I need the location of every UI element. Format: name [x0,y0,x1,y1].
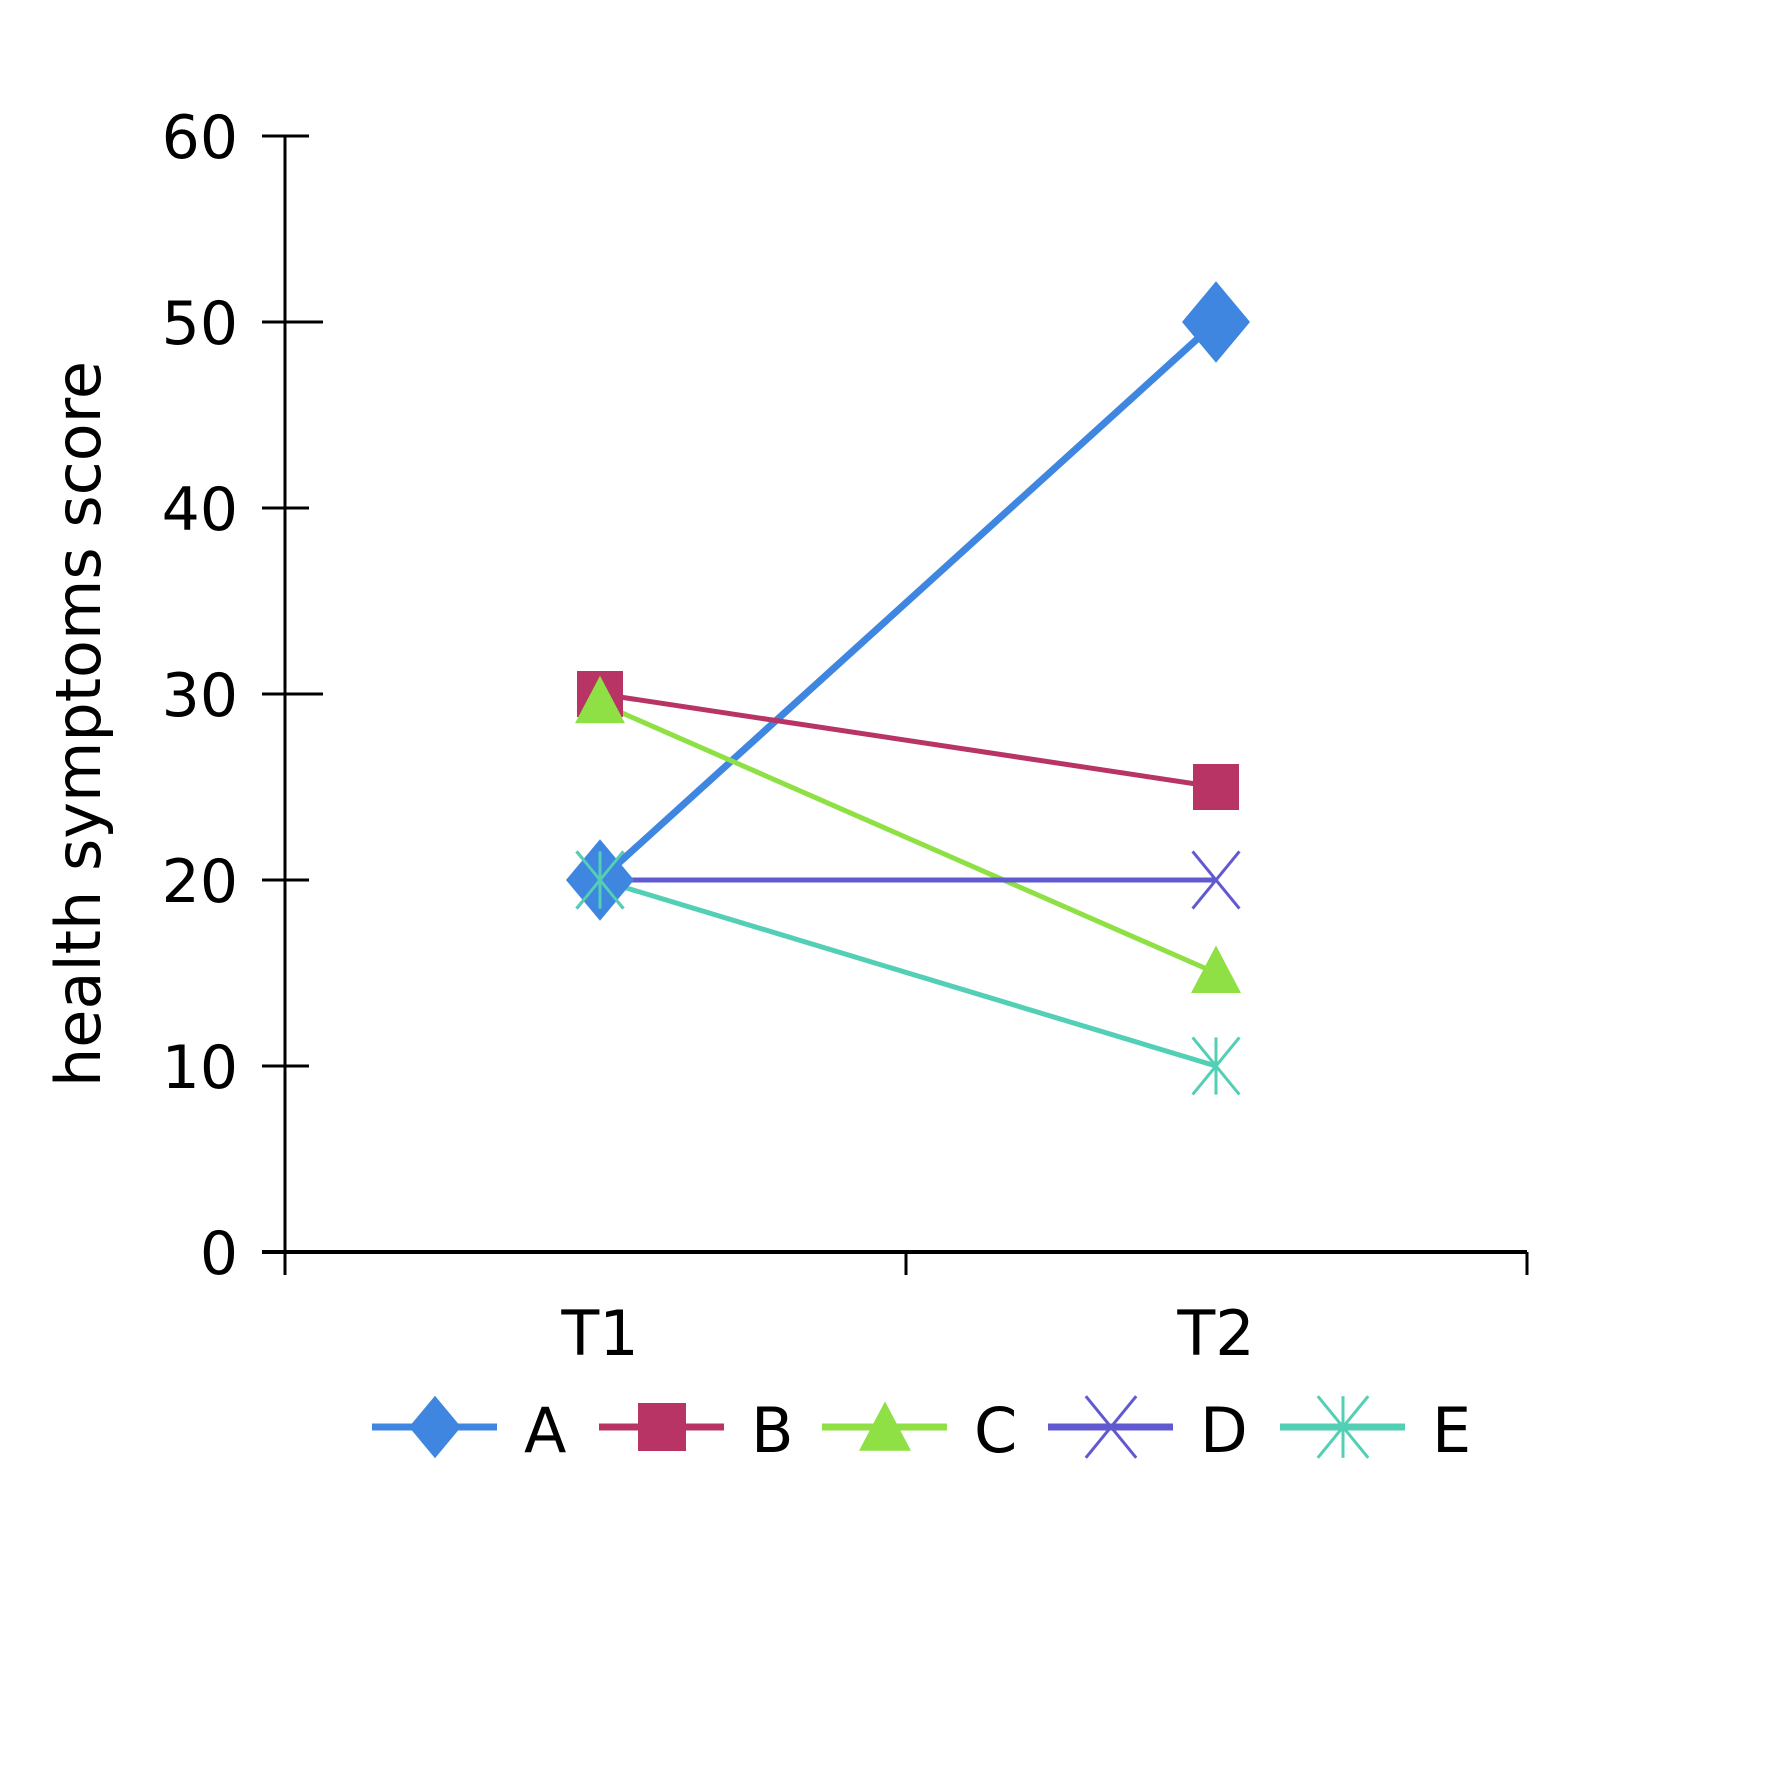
series-line-B [599,691,1217,790]
legend-label-A: A [524,1394,566,1467]
y-tick-label: 0 [200,1219,238,1289]
y-axis-label: health symptoms score [42,361,115,1087]
square-marker [638,1403,686,1451]
triangle-marker [1191,945,1241,993]
series-line-C [598,701,1218,976]
x-marker [1191,850,1241,910]
y-tick-label: 40 [162,475,238,545]
series-line-E [599,877,1217,1069]
asterisk-marker [1316,1395,1370,1459]
triangle-marker [859,1401,911,1451]
legend-label-C: C [974,1394,1017,1467]
legend-label-B: B [751,1394,794,1467]
x-marker [1084,1395,1138,1459]
y-tick-label: 50 [162,289,238,359]
asterisk-marker [1191,1036,1241,1096]
series-line-A [597,319,1219,883]
y-tick-label: 20 [162,847,238,917]
diamond-marker [1182,281,1250,363]
diamond-marker [409,1395,461,1459]
legend-label-D: D [1200,1394,1248,1467]
asterisk-marker [575,850,625,910]
y-tick-label: 30 [162,661,238,731]
x-tick-label: T2 [1176,1297,1254,1370]
triangle-marker [575,675,625,724]
legend-label-E: E [1432,1394,1471,1467]
y-tick-label: 10 [162,1033,238,1103]
y-tick-label: 60 [162,103,238,173]
x-tick-label: T1 [560,1297,638,1370]
square-marker [1193,764,1239,810]
